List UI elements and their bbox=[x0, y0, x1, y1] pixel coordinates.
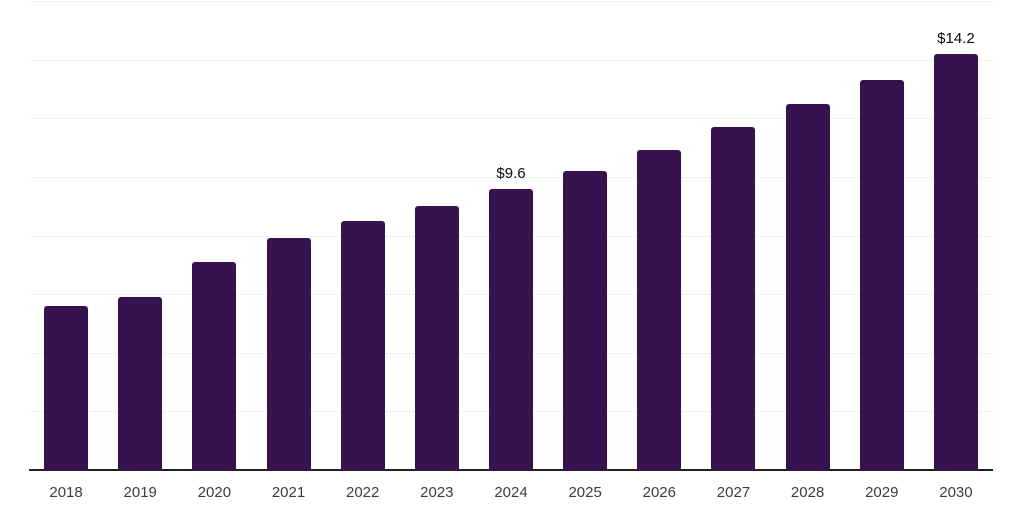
x-tick-2027: 2027 bbox=[716, 484, 751, 501]
gridline-10 bbox=[29, 176, 993, 178]
data-label-2024: $9.6 bbox=[496, 164, 526, 182]
bar-2019 bbox=[118, 297, 163, 470]
x-tick-2028: 2028 bbox=[790, 484, 825, 501]
bar-2023 bbox=[414, 206, 459, 470]
gridline-12 bbox=[29, 118, 993, 120]
x-tick-2026: 2026 bbox=[642, 484, 676, 501]
gridline-14 bbox=[29, 59, 993, 61]
x-tick-2030: 2030 bbox=[939, 484, 973, 501]
bar-2026 bbox=[637, 150, 682, 470]
bar-2028 bbox=[785, 103, 830, 470]
bar-2024 bbox=[489, 188, 533, 470]
x-tick-2022: 2022 bbox=[346, 484, 380, 501]
x-axis-line bbox=[29, 469, 993, 471]
x-tick-2020: 2020 bbox=[197, 484, 232, 501]
x-tick-2025: 2025 bbox=[568, 484, 602, 501]
x-tick-2024: 2024 bbox=[494, 484, 528, 501]
bar-2021 bbox=[266, 238, 311, 470]
data-label-2030: $14.2 bbox=[937, 29, 975, 47]
bar-2020 bbox=[192, 261, 237, 470]
x-tick-2018: 2018 bbox=[49, 484, 83, 501]
bar-2022 bbox=[340, 220, 385, 470]
bar-2029 bbox=[859, 80, 904, 470]
bar-2018 bbox=[44, 305, 89, 470]
bar-2030 bbox=[933, 53, 978, 470]
x-tick-2023: 2023 bbox=[420, 484, 454, 501]
bar-2025 bbox=[563, 171, 608, 470]
x-tick-2021: 2021 bbox=[271, 484, 306, 501]
gridline-16 bbox=[29, 1, 993, 2]
x-tick-2029: 2029 bbox=[865, 484, 899, 501]
x-tick-2019: 2019 bbox=[123, 484, 157, 501]
bar-2027 bbox=[711, 127, 756, 470]
